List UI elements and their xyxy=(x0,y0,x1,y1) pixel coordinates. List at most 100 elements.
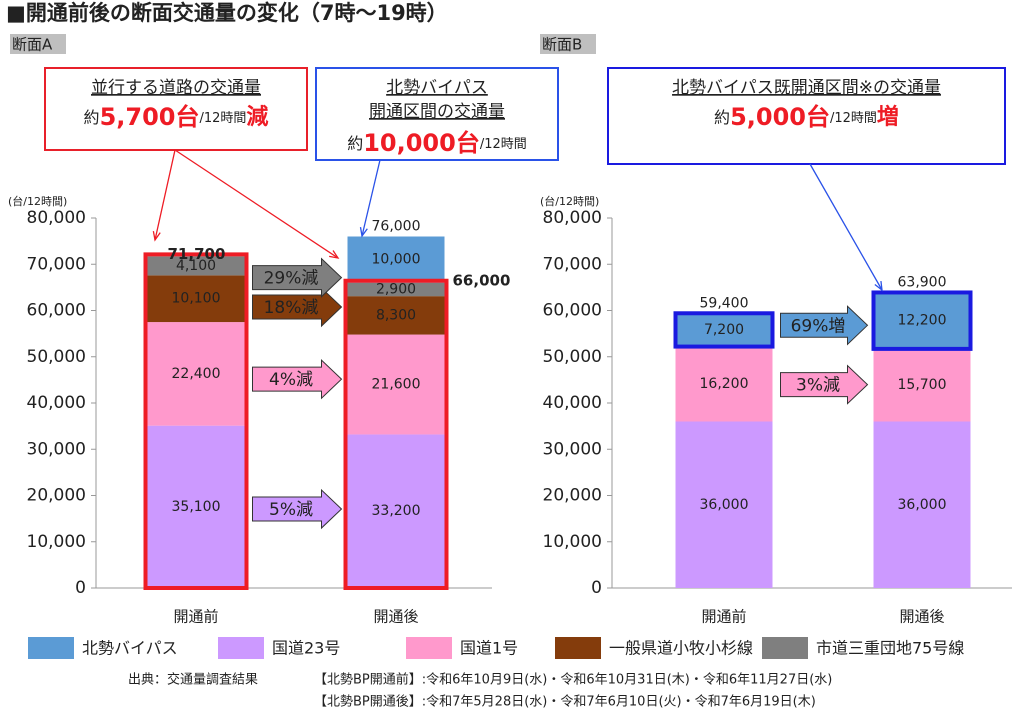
date-after: 【北勢BP開通後】:令和7年5月28日(水)・令和7年6月10日(火)・令和7年… xyxy=(314,695,816,709)
legend-label: 一般県道小牧小杉線 xyxy=(609,639,753,658)
y-tick-label: 20,000 xyxy=(27,486,86,506)
source: 出典：交通量調査結果 xyxy=(128,672,258,688)
legend-label: 国道23号 xyxy=(272,639,340,658)
change-label: 4%減 xyxy=(269,370,313,390)
data-label: 10,000 xyxy=(372,252,421,268)
highlight xyxy=(343,278,449,590)
bar-segment xyxy=(873,348,971,422)
y-tick-label: 40,000 xyxy=(543,393,602,413)
x-tick-label: 開通前 xyxy=(701,608,746,626)
callout-part: 約 xyxy=(347,134,363,153)
total-label: 59,400 xyxy=(700,295,749,311)
data-label: 21,600 xyxy=(372,377,421,393)
callout-part: 約 xyxy=(84,108,100,127)
pointer xyxy=(361,159,381,237)
total-label: 63,900 xyxy=(898,274,947,290)
callout-box xyxy=(315,67,559,161)
change-label: 29%減 xyxy=(264,269,319,289)
callout-title: 北勢バイパス xyxy=(386,78,488,98)
legend-swatch xyxy=(406,637,452,659)
highlight xyxy=(143,252,249,590)
callout-part: 5,700台 xyxy=(100,103,200,131)
bar-segment xyxy=(873,421,971,588)
bar-segment xyxy=(675,421,773,588)
callout-part: /12時間 xyxy=(199,111,246,126)
data-label: 36,000 xyxy=(898,497,947,513)
highlight xyxy=(673,311,775,349)
change-label: 18%減 xyxy=(264,298,319,318)
data-label: 8,300 xyxy=(376,307,416,323)
data-label: 10,100 xyxy=(172,291,221,307)
change-arrow xyxy=(780,305,869,346)
data-label: 2,900 xyxy=(376,281,416,297)
pointer-head xyxy=(874,280,883,292)
y-tick-label: 50,000 xyxy=(543,347,602,367)
callout-part: 5,000台 xyxy=(730,103,830,131)
legend-swatch xyxy=(28,637,74,659)
y-tick-label: 10,000 xyxy=(543,532,602,552)
section-bg xyxy=(10,34,66,54)
bar-segment xyxy=(347,296,445,335)
data-label: 22,400 xyxy=(172,366,221,382)
data-label: 36,000 xyxy=(700,497,749,513)
callout-amount: 約10,000台/12時間 xyxy=(347,129,527,157)
x-tick-label: 開通後 xyxy=(899,608,944,626)
y-tick-label: 0 xyxy=(591,578,602,598)
callout-title: 開通区間の交通量 xyxy=(369,102,505,122)
bar-segment xyxy=(873,292,971,349)
y-unit: (台/12時間) xyxy=(8,194,67,208)
date-before: 【北勢BP開通前】:令和6年10月9日(水)・令和6年10月31日(木)・令和6… xyxy=(314,672,832,688)
bar-segment xyxy=(347,236,445,283)
data-label: 16,200 xyxy=(700,376,749,392)
y-tick-label: 80,000 xyxy=(27,208,86,228)
callout-part: 増 xyxy=(877,104,899,130)
callout-part: /12時間 xyxy=(830,111,877,126)
change-arrow xyxy=(252,359,343,400)
data-label: 35,100 xyxy=(172,499,221,515)
bar-segment xyxy=(147,275,245,323)
bar-segment xyxy=(347,334,445,435)
bar-segment xyxy=(675,346,773,422)
legend-label: 北勢バイパス xyxy=(82,639,178,658)
data-label: 12,200 xyxy=(898,313,947,329)
legend-swatch xyxy=(762,637,808,659)
change-arrow xyxy=(252,488,343,530)
y-tick-label: 70,000 xyxy=(27,254,86,274)
total-label: 71,700 xyxy=(168,245,226,263)
callout-part: 10,000台 xyxy=(363,129,480,157)
callout-part: 減 xyxy=(246,105,268,130)
y-tick-label: 30,000 xyxy=(543,439,602,459)
callout-title: 並行する道路の交通量 xyxy=(91,78,261,98)
page-title: ■開通前後の断面交通量の変化（7時～19時） xyxy=(6,1,448,25)
callout-part: 約 xyxy=(714,108,730,127)
y-unit: (台/12時間) xyxy=(540,194,599,208)
pointer-head xyxy=(329,250,340,259)
highlight xyxy=(871,290,973,351)
bar-segment xyxy=(147,425,245,588)
y-tick-label: 40,000 xyxy=(27,393,86,413)
data-label: 7,200 xyxy=(704,322,744,338)
bar-segment xyxy=(347,282,445,297)
y-tick-label: 30,000 xyxy=(27,439,86,459)
legend-swatch xyxy=(555,637,601,659)
x-tick-label: 開通前 xyxy=(173,608,218,626)
section-bg xyxy=(540,34,596,54)
change-arrow xyxy=(780,364,869,405)
y-tick-label: 60,000 xyxy=(543,301,602,321)
change-arrow xyxy=(252,257,343,298)
bar-segment xyxy=(147,322,245,426)
y-tick-label: 50,000 xyxy=(27,347,86,367)
pointer xyxy=(809,163,883,291)
y-tick-label: 0 xyxy=(75,578,86,598)
existing-total: 66,000 xyxy=(453,271,511,289)
x-tick-label: 開通後 xyxy=(373,608,418,626)
callout-box xyxy=(607,67,1006,165)
data-label: 15,700 xyxy=(898,377,947,393)
pointer-head xyxy=(152,231,161,242)
y-tick-label: 80,000 xyxy=(543,208,602,228)
section-label: 断面B xyxy=(542,36,582,54)
y-tick-label: 60,000 xyxy=(27,301,86,321)
change-label: 69%増 xyxy=(791,316,846,336)
data-label: 4,100 xyxy=(176,258,216,274)
